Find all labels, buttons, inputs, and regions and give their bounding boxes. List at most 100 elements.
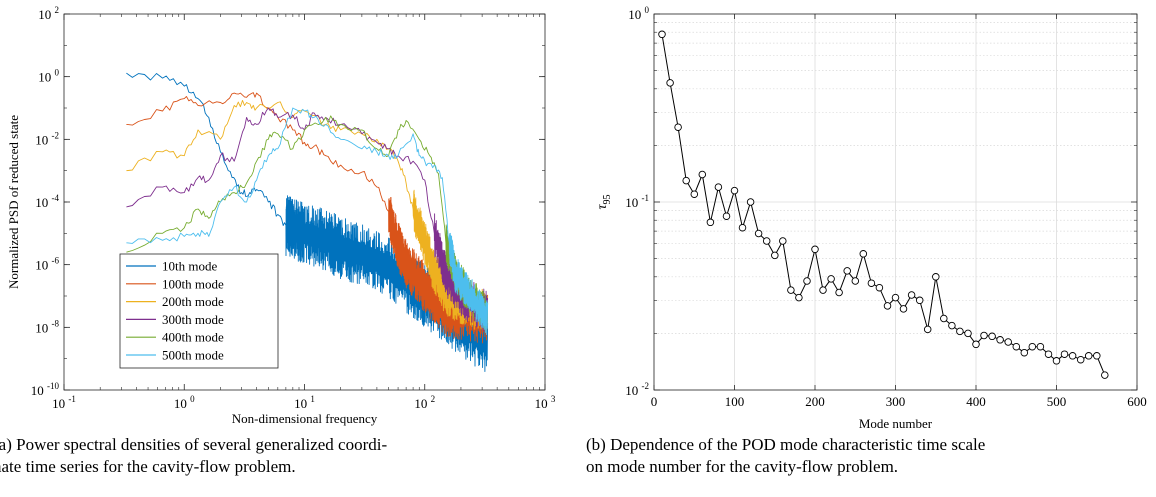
panel-b-x-axis-label: Mode number xyxy=(859,416,933,430)
caption-b-line1: (b) Dependence of the POD mode character… xyxy=(586,435,986,454)
panel-b-data-point xyxy=(1093,352,1101,360)
panel-b-data-point xyxy=(1044,350,1053,358)
panel-b-data-point xyxy=(795,293,803,302)
panel-b-timescale-chart: 0 100 200 300 400 500 600 10 -2 10 -1 10 0 Mode nu… xyxy=(595,5,1147,430)
panel-a-y-tick-label: 10 -8 xyxy=(35,318,59,335)
panel-b-data-point xyxy=(1101,371,1109,379)
panel-b-data-point xyxy=(956,327,964,336)
panel-a-series-line xyxy=(126,107,489,336)
panel-a-legend-box xyxy=(119,253,279,369)
panel-a-y-axis-label: Normalized PSD of reduced state xyxy=(6,115,21,289)
panel-a-y-tick-label: 10 -4 xyxy=(35,193,59,210)
panel-a-series-line xyxy=(126,107,489,332)
panel-b-data-point xyxy=(907,291,916,299)
panel-b-data-point xyxy=(690,190,699,198)
panel-b-data-point xyxy=(706,218,715,227)
panel-b-data-point xyxy=(698,170,707,179)
panel-a-y-tick-label: 10 2 xyxy=(38,5,59,22)
panel-a-legend-entry: 200th mode xyxy=(162,294,224,309)
panel-a-legend-entry: 10th mode xyxy=(162,259,217,274)
panel-b-data-point xyxy=(915,296,924,305)
panel-a-y-tick-label: 10 -2 xyxy=(35,130,59,147)
panel-b-data-point xyxy=(771,251,779,260)
caption-a: (a) Power spectral densities of several … xyxy=(0,434,571,478)
panel-a-series-line xyxy=(126,92,489,344)
caption-b-line2: on mode number for the cavity-flow probl… xyxy=(586,457,899,476)
panel-b-data-point xyxy=(754,229,763,238)
panel-b-data-point xyxy=(932,273,940,281)
panel-a-x-tick-label: 10 3 xyxy=(535,394,556,411)
panel-a-x-tick-label: 10 1 xyxy=(294,394,315,411)
panel-b-data-point xyxy=(1028,342,1037,351)
panel-b-y-tick-label: 10 -1 xyxy=(625,193,649,210)
panel-b-data-point xyxy=(940,314,948,323)
panel-b-data-point xyxy=(658,30,666,39)
panel-b-data-point xyxy=(891,293,900,302)
panel-b-data-point xyxy=(883,302,892,310)
panel-b-series-line xyxy=(661,34,1106,376)
panel-b-y-tick-label: 10 -2 xyxy=(625,381,649,398)
panel-b-y-axis-label: τ95 xyxy=(595,194,613,209)
panel-b-data-point xyxy=(666,79,674,87)
panel-a-x-axis-label: Non-dimensional frequency xyxy=(232,411,378,426)
panel-b-data-point xyxy=(811,245,819,254)
panel-b-data-point xyxy=(923,325,932,334)
panel-b-y-tick-label: 10 0 xyxy=(628,5,649,22)
panel-b-x-tick-label: 0 xyxy=(651,394,658,409)
panel-b-data-point xyxy=(835,288,843,297)
panel-a-y-tick-label: 10 -10 xyxy=(31,381,60,398)
panel-a-legend-entry: 400th mode xyxy=(162,330,224,345)
panel-b-data-point xyxy=(859,250,868,258)
panel-b-data-point xyxy=(714,183,723,191)
panel-b-data-point xyxy=(843,267,851,275)
caption-b: (b) Dependence of the POD mode character… xyxy=(586,434,1156,478)
panel-b-data-point xyxy=(851,277,860,285)
panel-a-legend-entry: 100th mode xyxy=(162,276,224,291)
panel-b-data-point xyxy=(1020,348,1029,357)
panel-a-y-tick-label: 10 0 xyxy=(38,68,59,85)
panel-b-data-point xyxy=(980,331,988,340)
panel-b-data-point xyxy=(988,332,996,341)
panel-a-x-tick-label: 10 0 xyxy=(174,394,195,411)
panel-b-data-point xyxy=(762,237,771,245)
panel-b-data-point xyxy=(1084,352,1093,360)
panel-a-legend-entry: 500th mode xyxy=(162,348,224,363)
panel-b-data-point xyxy=(1004,338,1012,346)
panel-b-data-point xyxy=(730,186,739,195)
panel-b-data-point xyxy=(972,340,980,349)
panel-b-x-tick-label: 600 xyxy=(1127,394,1147,409)
panel-b-data-point xyxy=(674,123,682,131)
panel-b-x-tick-label: 300 xyxy=(886,394,906,409)
panel-b-x-tick-label: 100 xyxy=(725,394,745,409)
panel-b-data-point xyxy=(738,223,747,232)
panel-b-data-point xyxy=(722,212,731,220)
panel-a-psd-chart: 10 -1 10 0 10 1 10 2 10 3 10 -10 10 -8 10 -6 10 … xyxy=(6,5,556,426)
panel-b-data-point xyxy=(899,305,908,313)
panel-b-data-point xyxy=(779,237,787,245)
panel-b-data-point xyxy=(1068,352,1077,360)
panel-b-x-tick-label: 500 xyxy=(1047,394,1067,409)
panel-b-data-point xyxy=(867,279,876,287)
panel-a-x-tick-label: 10 -1 xyxy=(52,394,76,411)
panel-b-data-point xyxy=(996,336,1004,344)
panel-b-data-point xyxy=(787,286,795,294)
panel-b-data-point xyxy=(964,329,972,338)
panel-b-x-tick-label: 400 xyxy=(966,394,986,409)
panel-b-data-point xyxy=(1052,357,1061,365)
panel-b-data-point xyxy=(948,321,956,330)
panel-b-data-point xyxy=(1076,355,1085,364)
panel-b-data-point xyxy=(827,275,835,283)
panel-b-data-point xyxy=(1012,342,1021,351)
panel-a-y-tick-label: 10 -6 xyxy=(35,256,59,273)
caption-a-line2: nate time series for the cavity-flow pro… xyxy=(0,457,296,476)
panel-b-x-tick-label: 200 xyxy=(805,394,825,409)
panel-b-data-point xyxy=(746,198,755,206)
panel-b-data-point xyxy=(819,286,827,294)
panel-b-data-point xyxy=(682,176,690,185)
caption-a-line1: (a) Power spectral densities of several … xyxy=(0,435,388,454)
panel-a-x-tick-label: 10 2 xyxy=(414,394,435,411)
panel-b-data-point xyxy=(1036,342,1045,351)
panel-b-data-point xyxy=(1060,350,1069,358)
panel-a-legend-entry: 300th mode xyxy=(162,312,224,327)
